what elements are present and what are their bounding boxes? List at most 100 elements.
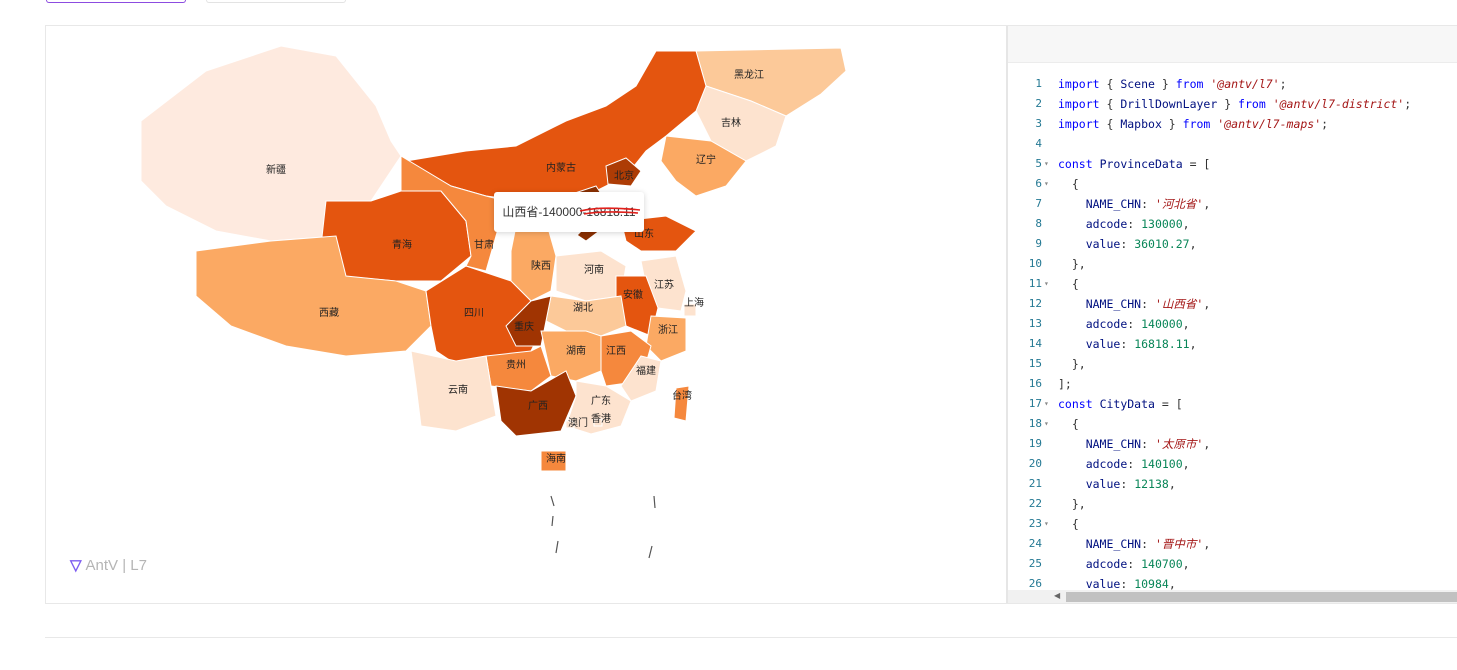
province-label: 河南 [584, 263, 604, 276]
code-line[interactable]: 16]; [1008, 374, 1457, 394]
fold-toggle-icon[interactable]: ▾ [1044, 159, 1049, 168]
code-token: { [1099, 97, 1121, 111]
province-24[interactable] [495, 370, 577, 437]
code-line[interactable]: 9 value: 36010.27, [1008, 234, 1457, 254]
province-3[interactable] [404, 50, 707, 202]
code-token: 10984 [1134, 577, 1169, 591]
pane-divider[interactable] [1006, 26, 1008, 603]
province-label: 辽宁 [696, 153, 716, 166]
code-token: , [1203, 537, 1211, 551]
line-number: 11 [1028, 277, 1042, 290]
fold-toggle-icon[interactable]: ▾ [1044, 179, 1049, 188]
code-token: DrillDownLayer [1120, 97, 1218, 111]
code-text: NAME_CHN: '河北省', [1058, 194, 1211, 214]
code-token: , [1182, 457, 1190, 471]
code-token: 140000 [1141, 317, 1183, 331]
code-text: adcode: 140700, [1058, 554, 1190, 574]
province-5[interactable] [140, 45, 402, 242]
code-token: }, [1058, 497, 1086, 511]
code-token: NAME_CHN [1085, 537, 1142, 551]
code-line[interactable]: 20 adcode: 140100, [1008, 454, 1457, 474]
province-28[interactable] [593, 418, 603, 427]
code-line[interactable]: 24 NAME_CHN: '晋中市', [1008, 534, 1457, 554]
code-line[interactable]: 6 ▾ { [1008, 174, 1457, 194]
code-line[interactable]: 17 ▾ const CityData = [ [1008, 394, 1457, 414]
code-line[interactable]: 13 adcode: 140000, [1008, 314, 1457, 334]
code-token: , [1182, 317, 1190, 331]
fold-toggle-icon[interactable]: ▾ [1044, 419, 1049, 428]
province-4[interactable] [605, 157, 642, 187]
province-18[interactable] [645, 315, 687, 362]
code-line[interactable]: 19 NAME_CHN: '太原市', [1008, 434, 1457, 454]
code-token: const [1058, 157, 1093, 171]
fold-toggle-icon[interactable]: ▾ [1044, 279, 1049, 288]
code-token [1058, 337, 1086, 351]
code-line[interactable]: 23 ▾ { [1008, 514, 1457, 534]
code-text: { [1058, 274, 1079, 294]
horizontal-scrollbar[interactable]: ◀ [1008, 590, 1457, 603]
code-line[interactable]: 7 NAME_CHN: '河北省', [1008, 194, 1457, 214]
code-token: ; [1321, 117, 1329, 131]
code-token [1058, 437, 1086, 451]
code-lines[interactable]: 1 import { Scene } from '@antv/l7'; 2 impor… [1008, 74, 1457, 594]
code-token: : [1120, 477, 1135, 491]
line-number: 22 [1028, 497, 1042, 510]
code-line[interactable]: 2 import { DrillDownLayer } from '@antv/l… [1008, 94, 1457, 114]
code-line[interactable]: 8 adcode: 130000, [1008, 214, 1457, 234]
code-line[interactable]: 25 adcode: 140700, [1008, 554, 1457, 574]
code-token: 36010.27 [1134, 237, 1190, 251]
code-token [1093, 157, 1100, 171]
code-token [1058, 477, 1086, 491]
code-token: , [1168, 577, 1176, 591]
code-token: , [1182, 217, 1190, 231]
province-27[interactable] [565, 420, 575, 429]
code-line[interactable]: 15 }, [1008, 354, 1457, 374]
fold-toggle-icon[interactable]: ▾ [1044, 519, 1049, 528]
code-token: = [ [1154, 397, 1183, 411]
code-line[interactable]: 14 value: 16818.11, [1008, 334, 1457, 354]
code-line[interactable]: 12 NAME_CHN: '山西省', [1008, 294, 1457, 314]
tab-button-active[interactable] [46, 0, 186, 3]
province-1[interactable] [695, 85, 787, 162]
red-underline-mark [579, 207, 641, 215]
map-canvas[interactable]: 黑龙江 吉林 辽宁 内蒙古 北京 新疆 青海 甘肃 西藏 陕西 河南 山东 江苏 上海 安徽 湖北 四川 重庆 浙江… [46, 26, 1006, 603]
province-23[interactable] [410, 350, 497, 432]
province-15[interactable] [545, 295, 627, 337]
code-line[interactable]: 5 ▾ const ProvinceData = [ [1008, 154, 1457, 174]
province-22[interactable] [620, 355, 662, 402]
province-label: 海南 [546, 452, 566, 465]
province-13[interactable] [683, 303, 697, 317]
tab-button[interactable] [206, 0, 346, 3]
province-label: 吉林 [721, 116, 741, 129]
code-text: import { DrillDownLayer } from '@antv/l7… [1058, 94, 1411, 114]
code-line[interactable]: 10 }, [1008, 254, 1457, 274]
province-26[interactable] [673, 385, 690, 422]
province-label: 湖北 [573, 302, 593, 314]
province-2[interactable] [660, 135, 747, 197]
code-token: import [1058, 97, 1100, 111]
code-line[interactable]: 22 }, [1008, 494, 1457, 514]
code-line[interactable]: 21 value: 12138, [1008, 474, 1457, 494]
province-25[interactable] [565, 380, 632, 435]
scroll-left-icon[interactable]: ◀ [1054, 591, 1061, 600]
code-line[interactable]: 11 ▾ { [1008, 274, 1457, 294]
code-text: }, [1058, 354, 1086, 374]
code-line[interactable]: 4 [1008, 134, 1457, 154]
code-token: import [1058, 77, 1100, 91]
code-line[interactable]: 18 ▾ { [1008, 414, 1457, 434]
fold-toggle-icon[interactable]: ▾ [1044, 399, 1049, 408]
scrollbar-thumb[interactable] [1066, 592, 1457, 602]
code-line[interactable]: 26 value: 10984, [1008, 574, 1457, 594]
code-token: from [1175, 77, 1204, 91]
code-token: ]; [1058, 377, 1072, 391]
code-text: import { Mapbox } from '@antv/l7-maps'; [1058, 114, 1328, 134]
province-29[interactable] [540, 450, 567, 472]
code-line[interactable]: 3 import { Mapbox } from '@antv/l7-maps'; [1008, 114, 1457, 134]
province-label: 江苏 [654, 278, 674, 291]
line-number: 25 [1028, 557, 1042, 570]
province-7[interactable] [400, 155, 507, 272]
code-line[interactable]: 1 import { Scene } from '@antv/l7'; [1008, 74, 1457, 94]
code-editor[interactable]: 1 import { Scene } from '@antv/l7'; 2 impor… [1008, 26, 1457, 603]
code-token: NAME_CHN [1085, 297, 1142, 311]
